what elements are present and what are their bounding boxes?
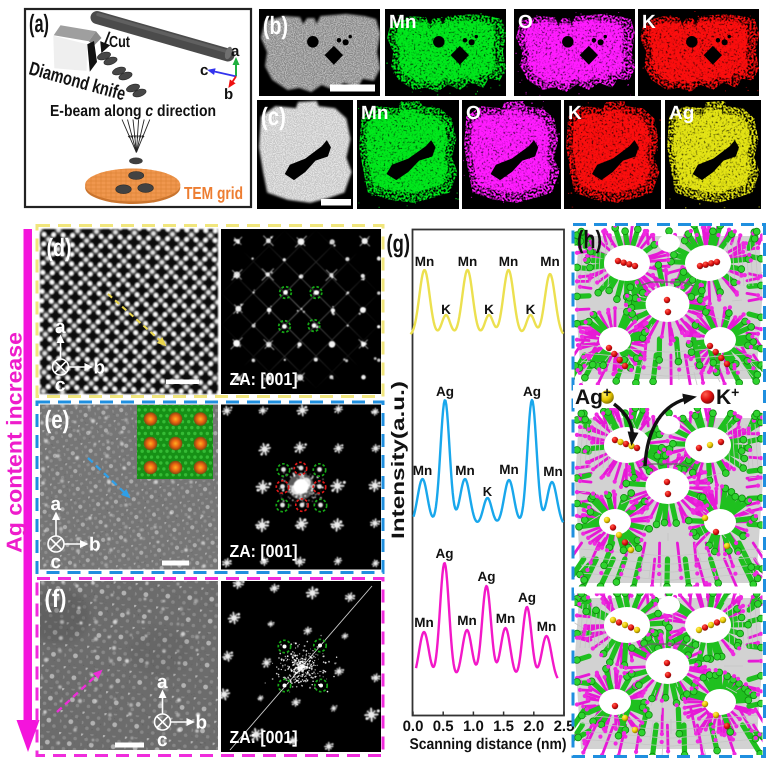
svg-text:Mn: Mn [543,464,563,479]
svg-text:(b): (b) [263,12,288,40]
svg-text:b: b [94,358,106,379]
svg-text:K: K [483,484,493,499]
svg-text:ZA: [001]: ZA: [001] [230,541,298,561]
svg-text:Mn: Mn [496,611,516,626]
svg-text:E-beam along c direction: E-beam along c direction [50,103,216,120]
svg-text:(a): (a) [29,10,49,38]
svg-text:Mn: Mn [499,254,519,269]
svg-text:b: b [224,86,233,103]
svg-text:b: b [89,535,101,556]
svg-text:a: a [231,43,240,60]
svg-text:Ag: Ag [478,569,496,584]
svg-text:(c): (c) [261,103,286,131]
svg-text:Cut: Cut [109,34,131,51]
svg-text:2.0: 2.0 [523,718,544,735]
svg-text:O: O [466,103,481,124]
svg-text:K: K [441,302,451,317]
svg-text:TEM grid: TEM grid [184,183,243,203]
svg-text:Ag: Ag [436,384,454,399]
svg-text:(h): (h) [577,226,602,254]
svg-text:Ag: Ag [669,103,694,124]
svg-text:b: b [196,713,208,734]
svg-text:c: c [51,552,62,573]
svg-text:Ag: Ag [518,590,536,605]
svg-text:Ag content increase: Ag content increase [3,332,27,553]
svg-text:a: a [51,494,62,515]
svg-text:Mn: Mn [537,619,557,634]
svg-text:c: c [55,375,66,396]
svg-text:Mn: Mn [458,254,478,269]
svg-text:(f): (f) [45,585,67,613]
svg-text:ZA: [001]: ZA: [001] [230,727,298,747]
svg-text:Ag: Ag [436,546,454,561]
svg-text:Mn: Mn [455,463,475,478]
svg-text:Mn: Mn [361,103,388,124]
svg-text:Ag: Ag [523,384,541,399]
svg-text:Mn: Mn [413,463,433,478]
svg-text:Mn: Mn [457,613,477,628]
svg-text:Mn: Mn [540,254,560,269]
svg-text:Mn: Mn [414,615,434,630]
svg-text:ZA: [001]: ZA: [001] [230,369,298,389]
svg-text:(g): (g) [387,230,411,258]
svg-text:c: c [200,62,208,79]
svg-text:2.5: 2.5 [554,718,575,735]
svg-text:Mn: Mn [499,462,519,477]
svg-text:Scanning distance (nm): Scanning distance (nm) [410,736,567,753]
svg-text:1.5: 1.5 [493,718,514,735]
svg-text:Mn: Mn [415,254,435,269]
svg-text:1.0: 1.0 [463,718,484,735]
svg-text:O: O [518,12,533,33]
svg-text:0.5: 0.5 [433,718,454,735]
svg-text:a: a [55,317,66,338]
svg-text:c: c [157,730,168,751]
svg-text:K: K [568,103,582,124]
svg-text:Mn: Mn [389,12,416,33]
svg-text:(d): (d) [47,234,72,262]
svg-text:(e): (e) [45,406,70,434]
svg-text:K: K [484,302,494,317]
svg-text:0.0: 0.0 [403,718,424,735]
svg-text:Intensity(a.u.): Intensity(a.u.) [388,381,408,539]
svg-text:a: a [157,672,168,693]
svg-text:K: K [642,12,656,33]
svg-text:K: K [526,302,536,317]
